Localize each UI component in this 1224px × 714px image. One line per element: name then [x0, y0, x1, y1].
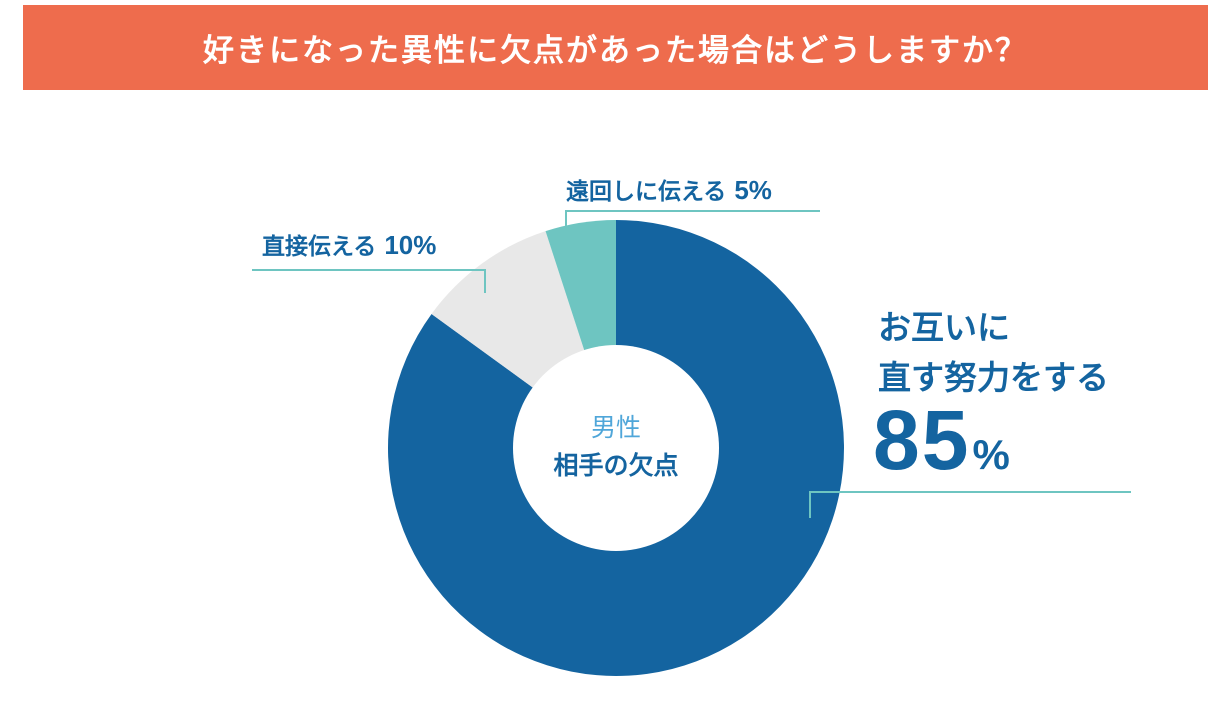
donut-center-label: 男性 相手の欠点 — [520, 410, 712, 486]
center-gender-label: 男性 — [590, 413, 641, 442]
label-main-value: 85% — [873, 392, 1010, 489]
label-main-unit: % — [972, 431, 1010, 478]
chart-title: 好きになった異性に欠点があった場合はどうしますか？ — [203, 33, 1028, 69]
label-indirect-text: 遠回しに伝える — [566, 179, 727, 205]
leader-line-main — [809, 491, 1131, 518]
donut-hole — [513, 345, 719, 551]
label-indirect: 遠回しに伝える 5% — [566, 172, 772, 206]
label-main-line1: お互いに — [878, 308, 1010, 347]
leader-line-direct — [252, 269, 486, 293]
label-main-number: 85 — [873, 393, 971, 487]
label-indirect-value: 5% — [734, 175, 772, 205]
chart-title-banner: 好きになった異性に欠点があった場合はどうしますか？ — [23, 5, 1208, 90]
label-direct-text: 直接伝える — [262, 234, 377, 260]
center-topic-label: 相手の欠点 — [553, 451, 679, 480]
label-direct-value: 10% — [384, 230, 437, 260]
label-main-line2: 直す努力をする — [878, 358, 1109, 397]
label-main: お互いに 直す努力をする — [878, 303, 1109, 403]
leader-line-indirect — [565, 210, 820, 226]
label-direct: 直接伝える 10% — [262, 227, 436, 261]
